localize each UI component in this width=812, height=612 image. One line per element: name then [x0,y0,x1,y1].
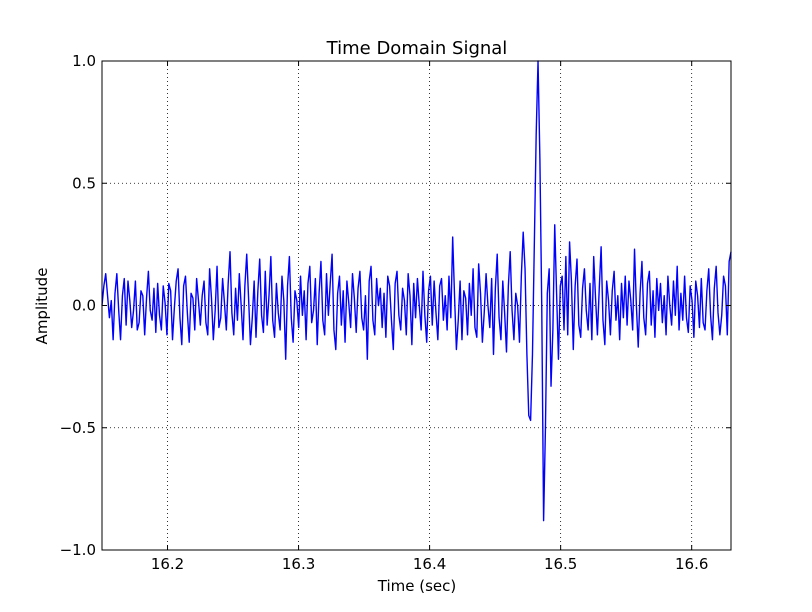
axis-ticks: 16.2 16.3 16.4 16.5 16.6 1.0 0.5 0.0 −0.5 −1.0 [60,52,731,573]
x-tick-label: 16.6 [675,555,708,573]
y-tick-label: 1.0 [72,52,96,70]
y-tick-label: 0.5 [72,174,96,192]
y-axis-label: Amplitude [33,268,51,345]
chart-title: Time Domain Signal [326,38,508,59]
y-tick-label: −1.0 [60,541,96,559]
y-tick-label: 0.0 [72,297,96,315]
x-axis-label: Time (sec) [377,577,456,595]
y-tick-label: −0.5 [60,419,96,437]
signal-series-line [101,60,732,522]
x-tick-label: 16.4 [413,555,446,573]
x-tick-label: 16.3 [282,555,315,573]
x-tick-label: 16.2 [151,555,184,573]
x-tick-label: 16.5 [544,555,577,573]
